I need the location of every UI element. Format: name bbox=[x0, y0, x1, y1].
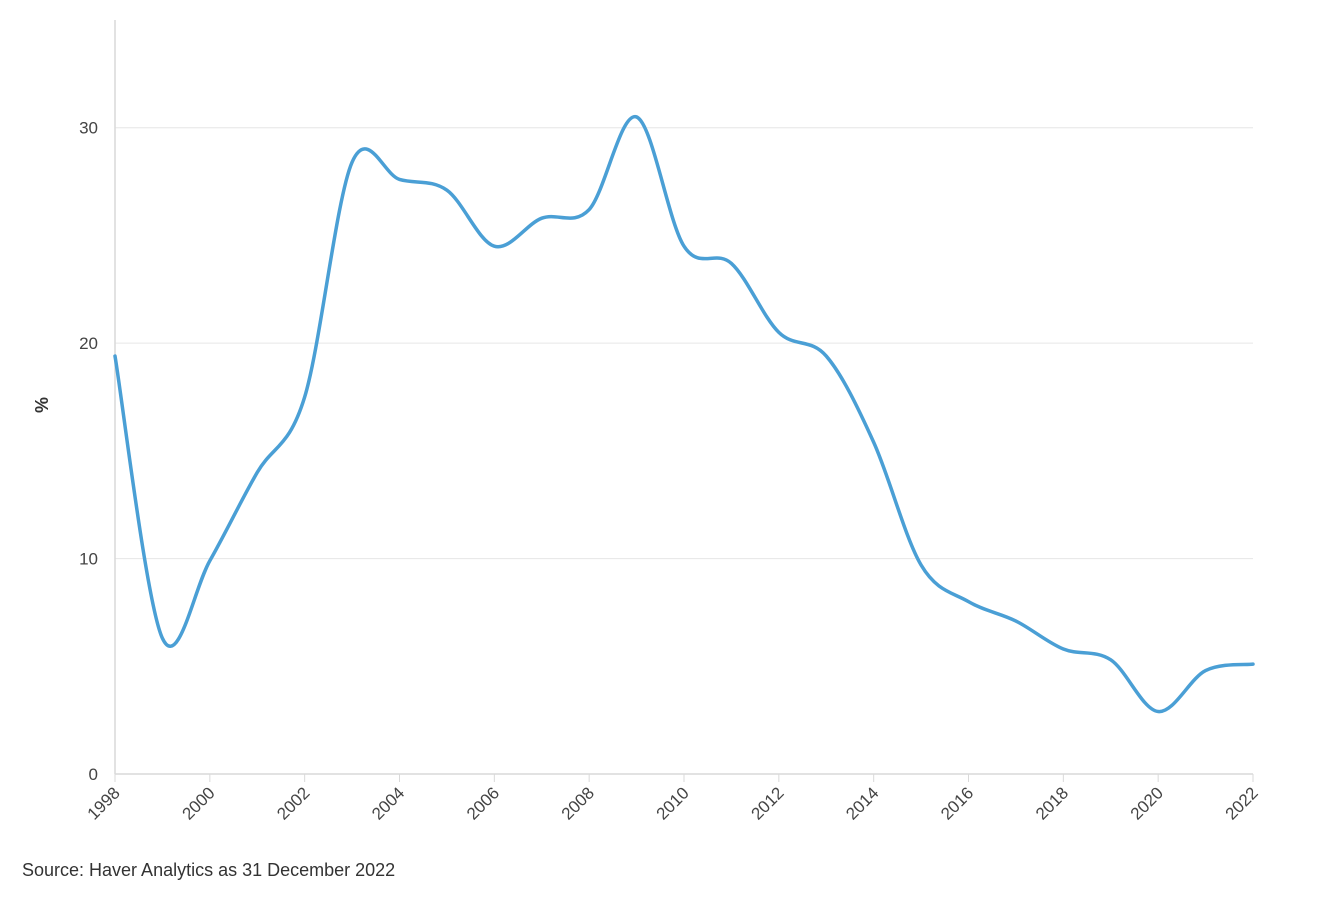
line-chart: 0 10 20 30 1998 2000 2002 2004 2006 2008 2010 2012 2… bbox=[32, 20, 1262, 824]
y-tick-label-10: 10 bbox=[79, 550, 98, 569]
x-tick-label-2018: 2018 bbox=[1032, 783, 1072, 823]
series-line-0 bbox=[113, 115, 1255, 714]
x-tick-label-2010: 2010 bbox=[653, 783, 693, 823]
x-tick-label-2016: 2016 bbox=[937, 783, 977, 823]
source-note: Source: Haver Analytics as 31 December 2… bbox=[22, 860, 396, 880]
axes bbox=[114, 20, 1254, 782]
x-tick-label-2012: 2012 bbox=[747, 783, 787, 823]
x-tick-label-2022: 2022 bbox=[1222, 783, 1262, 823]
x-tick-label-2008: 2008 bbox=[558, 783, 598, 823]
y-tick-label-20: 20 bbox=[79, 334, 98, 353]
tick-labels: 0 10 20 30 1998 2000 2002 2004 2006 2008 2010 2012 2… bbox=[32, 119, 1262, 824]
x-tick-label-2002: 2002 bbox=[273, 783, 313, 823]
x-tick-label-1998: 1998 bbox=[84, 783, 124, 823]
x-tick-label-2004: 2004 bbox=[368, 783, 408, 823]
y-tick-label-30: 30 bbox=[79, 119, 98, 138]
x-tick-label-2000: 2000 bbox=[178, 783, 218, 823]
y-axis-title: % bbox=[32, 397, 52, 413]
y-tick-label-0: 0 bbox=[89, 765, 98, 784]
gridlines bbox=[115, 127, 1253, 560]
series-lines bbox=[113, 115, 1255, 714]
x-tick-label-2006: 2006 bbox=[463, 783, 503, 823]
x-tick-label-2020: 2020 bbox=[1127, 783, 1167, 823]
x-tick-label-2014: 2014 bbox=[842, 783, 882, 823]
